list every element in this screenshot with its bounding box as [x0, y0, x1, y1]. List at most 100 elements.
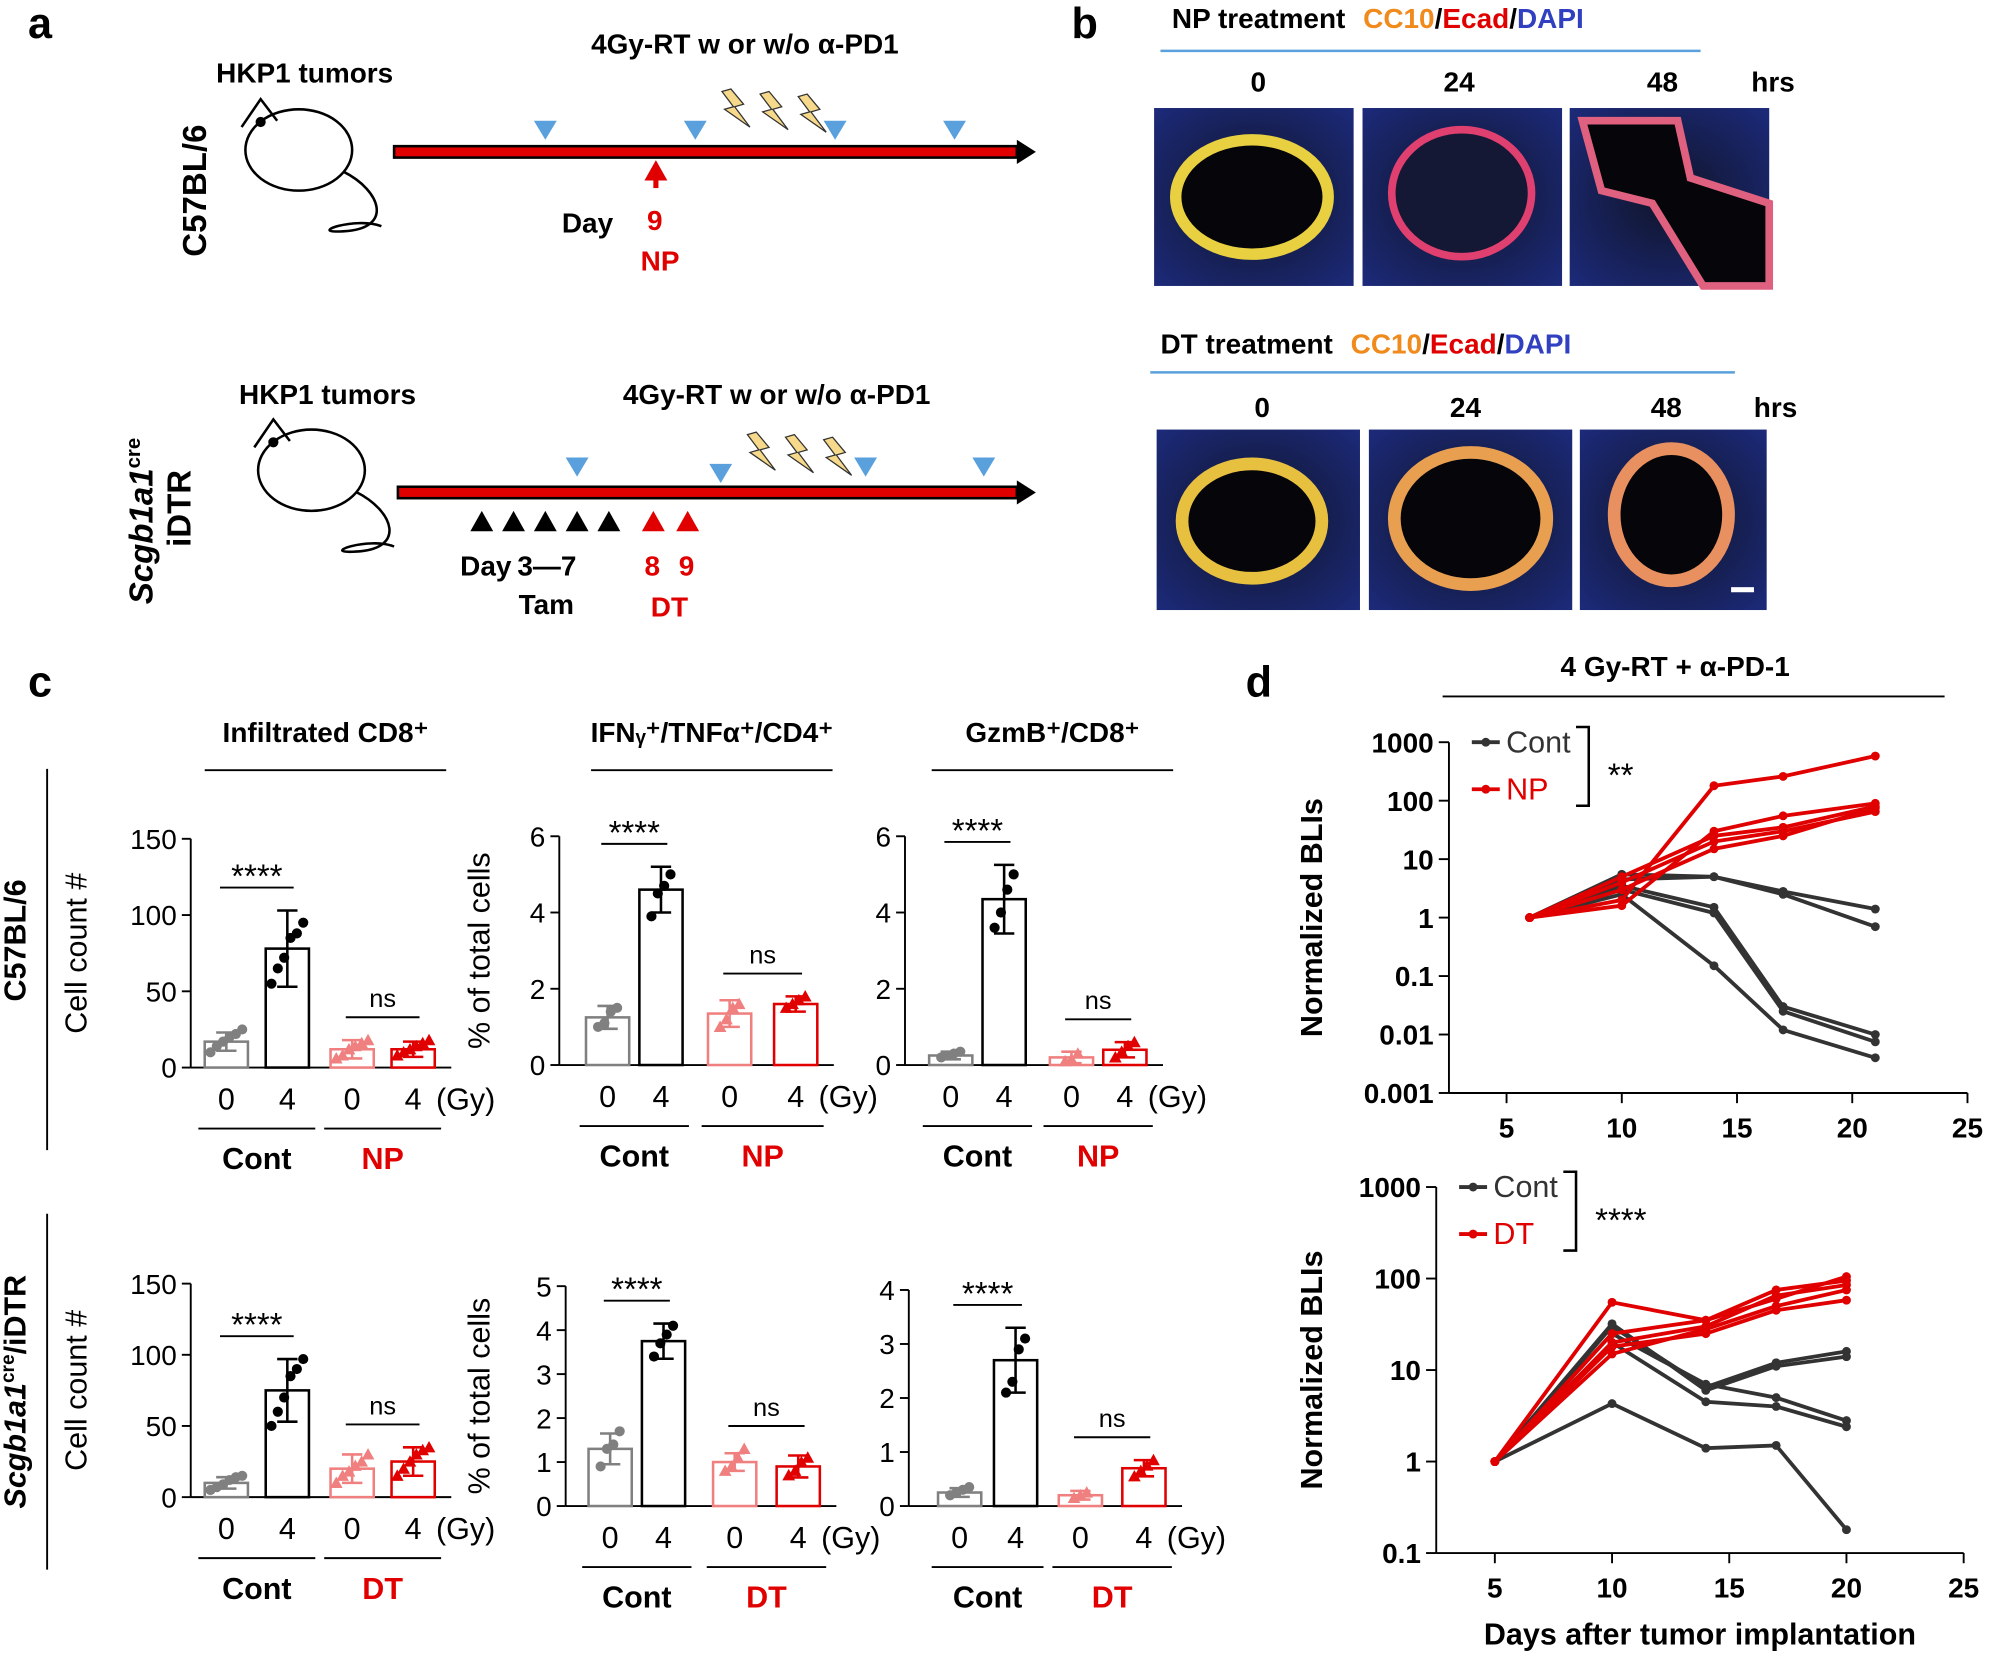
y-tick-label: 6 [530, 821, 546, 852]
x-tick-label: 4 [655, 1521, 672, 1555]
y-tick-label: 4 [879, 1275, 895, 1306]
x-tick-label: 0 [1063, 1080, 1080, 1114]
series-line [1493, 1323, 1847, 1463]
stain: DAPI [1517, 3, 1584, 34]
timeline-arrowhead [1016, 480, 1036, 505]
panel-letter: a [28, 0, 53, 48]
y-tick-label: 1 [1418, 903, 1434, 934]
rt-arrows [565, 457, 996, 483]
data-point [792, 993, 806, 1006]
data-point [1128, 1035, 1141, 1048]
rt-arrows [533, 120, 966, 140]
scale-bar [1731, 587, 1754, 593]
y-tick-label: 100 [1387, 786, 1434, 817]
data-point [1013, 1344, 1024, 1355]
x-tick-label: 4 [1116, 1080, 1133, 1114]
data-point [237, 1470, 248, 1481]
data-point [1147, 1453, 1160, 1466]
y-tick-label: 1000 [1372, 727, 1434, 758]
data-point [995, 907, 1007, 918]
treatment-label: 4Gy-RT w or w/o α-PD1 [591, 28, 899, 59]
y-tick-label: 0 [161, 1482, 177, 1513]
data-point [1617, 901, 1627, 911]
data-point [1701, 1443, 1711, 1453]
time-label: 24 [1450, 392, 1482, 423]
stain: CC10 [1363, 3, 1434, 34]
x-axis-label: Days after tumor implantation [1484, 1618, 1916, 1652]
significance: **** [231, 1307, 283, 1344]
group-label: NP [741, 1140, 783, 1174]
legend-label: NP [1506, 772, 1548, 806]
data-point [342, 1042, 356, 1055]
data-point [1128, 1469, 1141, 1482]
data-point [1842, 1525, 1851, 1535]
data-point [1607, 1329, 1617, 1339]
data-point [237, 1024, 248, 1035]
data-point [1842, 1285, 1851, 1295]
chart-title: IFNᵧ⁺/TNFα⁺/CD4⁺ [591, 717, 833, 748]
data-point [266, 978, 277, 989]
timeline-bottom: HKP1 tumors 4Gy-RT w or w/o α-PD1 Scgb1a… [123, 379, 1036, 622]
time-label: 0 [1254, 392, 1270, 423]
group-label: DT [746, 1581, 787, 1615]
y-tick-label: 0 [875, 1050, 891, 1081]
y-tick-label: 0 [530, 1050, 546, 1081]
x-tick-label: 4 [790, 1521, 807, 1555]
bar [587, 1447, 634, 1508]
data-point [336, 1049, 349, 1061]
strain-label-2: iDTR [162, 470, 199, 547]
data-point [1842, 1295, 1851, 1305]
data-point [355, 1455, 369, 1467]
strain-label: C57BL/6 [177, 125, 214, 257]
data-point [1140, 1459, 1154, 1471]
time-label: 48 [1651, 392, 1682, 423]
y-tick-label: 2 [879, 1383, 895, 1414]
data-point [1701, 1385, 1711, 1395]
data-point [1709, 844, 1719, 854]
data-point [409, 1039, 423, 1052]
data-point [1121, 1039, 1135, 1052]
x-tick-label: 0 [726, 1521, 743, 1555]
data-point [608, 1439, 619, 1450]
stain: / [1422, 328, 1430, 359]
data-point [795, 1455, 808, 1468]
y-tick-label: 50 [146, 976, 177, 1007]
time-unit: hrs [1751, 67, 1795, 98]
significance: ns [369, 985, 396, 1013]
day-label: Day [562, 208, 614, 239]
significance: **** [231, 859, 283, 896]
data-point [279, 952, 290, 963]
data-point [661, 1329, 672, 1340]
mouse-icon [240, 96, 382, 233]
data-point [1842, 1416, 1851, 1426]
treatment-label: DT treatment CC10/Ecad/DAPI [1160, 328, 1571, 359]
x-tick-label: 0 [951, 1521, 968, 1555]
x-tick-label: 4 [279, 1083, 296, 1117]
stain: Ecad [1430, 328, 1497, 359]
y-tick-label: 6 [875, 821, 891, 852]
x-tick-label: 0 [344, 1512, 361, 1546]
tumor-label: HKP1 tumors [239, 379, 416, 410]
data-point [1709, 781, 1719, 791]
group-label: NP [1077, 1140, 1119, 1174]
strain-gene: Scgb1a1 [124, 468, 161, 604]
y-tick-label: 1 [879, 1437, 895, 1468]
data-point [422, 1440, 436, 1453]
series-line [1529, 892, 1876, 1060]
y-tick-label: 0.1 [1395, 961, 1434, 992]
day-label: Day [460, 551, 512, 582]
y-tick-label: 0.01 [1379, 1020, 1433, 1051]
data-point [1842, 1352, 1851, 1362]
data-point [1870, 751, 1880, 761]
x-unit: (Gy) [821, 1521, 880, 1555]
x-unit: (Gy) [819, 1080, 878, 1114]
data-point [1701, 1397, 1711, 1407]
data-point [1701, 1315, 1711, 1325]
timeline-top: HKP1 tumors 4Gy-RT w or w/o α-PD1 C57BL/… [177, 28, 1036, 277]
treatment: DT treatment [1160, 328, 1332, 359]
data-point [1771, 1440, 1781, 1450]
x-tick-label: 0 [218, 1083, 235, 1117]
data-point [659, 880, 670, 891]
data-point [1771, 1305, 1781, 1315]
data-point [1709, 961, 1719, 971]
